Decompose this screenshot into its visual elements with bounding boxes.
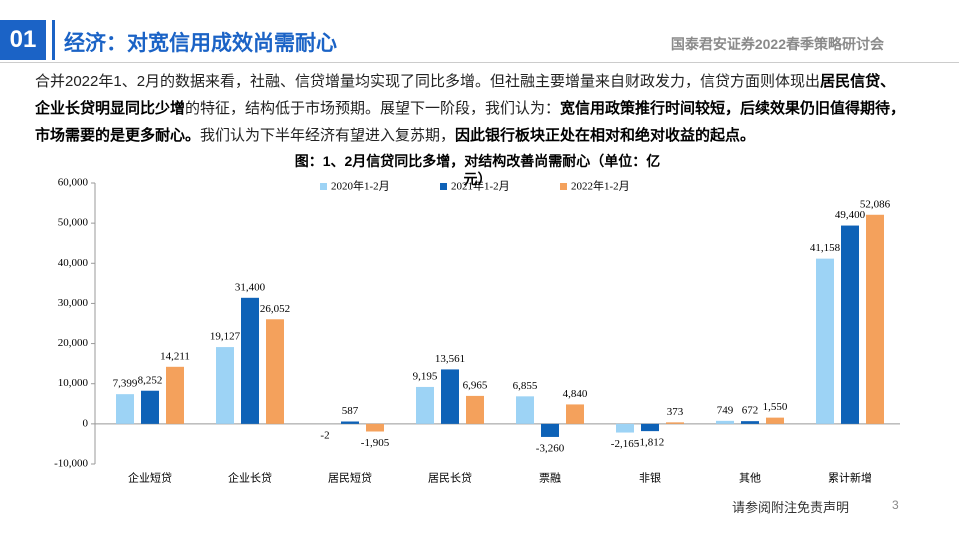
bar xyxy=(241,297,259,424)
x-tick-label: 企业长贷 xyxy=(228,471,272,485)
bar xyxy=(541,423,559,437)
value-label: 19,127 xyxy=(210,331,241,343)
bar xyxy=(216,347,234,424)
y-tick-label: 20,000 xyxy=(58,337,89,349)
y-tick-label: 10,000 xyxy=(58,377,89,389)
value-label: 9,195 xyxy=(413,370,438,382)
disclaimer: 请参阅附注免责声明 xyxy=(732,500,850,515)
bar xyxy=(641,423,659,432)
value-label: 13,561 xyxy=(435,353,465,365)
value-label: 749 xyxy=(717,404,734,416)
bar xyxy=(716,420,734,424)
bar xyxy=(116,394,134,424)
y-tick-label: 30,000 xyxy=(58,297,89,309)
bar xyxy=(666,422,684,424)
event-name: 国泰君安证券2022春季策略研讨会 xyxy=(670,36,884,52)
bar xyxy=(416,386,434,424)
value-label: 373 xyxy=(667,406,684,418)
value-label: -3,260 xyxy=(536,442,565,454)
y-tick-label: 60,000 xyxy=(58,177,89,189)
bar xyxy=(266,319,284,424)
bar xyxy=(866,214,884,424)
value-label: 8,252 xyxy=(138,374,163,386)
value-label: -2 xyxy=(320,429,329,441)
bar xyxy=(141,390,159,424)
chart-title: 图：1、2月信贷同比多增，对结构改善尚需耐心（单位：亿元） xyxy=(294,153,661,187)
value-label: 14,211 xyxy=(160,350,190,362)
page-number: 3 xyxy=(892,498,899,512)
y-tick-label: 40,000 xyxy=(58,257,89,269)
legend-label: 2022年1-2月 xyxy=(571,179,630,193)
bar xyxy=(766,417,784,424)
paragraph: 合并2022年1、2月的数据来看，社融、信贷增量均实现了同比多增。但社融主要增量… xyxy=(35,68,910,149)
paragraph-text: 因此银行板块正处在相对和绝对收益的起点。 xyxy=(455,127,756,144)
y-tick-label: 0 xyxy=(83,417,89,429)
bar xyxy=(341,421,359,424)
x-tick-label: 企业短贷 xyxy=(128,471,172,485)
paragraph-text: 宽信用政策推行时间较短，后续效果仍旧值得期待，市场需要的是更多耐心。 xyxy=(35,100,906,144)
x-tick-label: 非银 xyxy=(639,471,661,485)
x-tick-label: 累计新增 xyxy=(828,471,872,485)
bar xyxy=(741,421,759,424)
header-divider xyxy=(52,20,55,60)
legend-label: 2020年1-2月 xyxy=(331,179,390,193)
legend-label: 2021年1-2月 xyxy=(451,179,510,193)
paragraph-text: 的特征，结构低于市场预期。展望下一阶段，我们认为： xyxy=(185,100,561,117)
x-tick-label: 居民长贷 xyxy=(428,471,472,485)
value-label: -1,812 xyxy=(636,437,664,449)
x-tick-label: 居民短贷 xyxy=(328,471,372,485)
value-label: -1,905 xyxy=(361,437,390,449)
x-tick-label: 其他 xyxy=(739,472,761,485)
bar xyxy=(566,404,584,424)
legend-swatch xyxy=(560,183,567,190)
value-label: 672 xyxy=(742,405,759,417)
bar xyxy=(816,258,834,424)
value-label: 4,840 xyxy=(563,388,588,400)
value-label: 52,086 xyxy=(860,198,891,210)
y-tick-label: -10,000 xyxy=(54,458,88,470)
slide-title: 经济：对宽信用成效尚需耐心 xyxy=(64,32,337,55)
value-label: 6,855 xyxy=(513,380,538,392)
bar xyxy=(166,366,184,424)
bar xyxy=(616,423,634,433)
y-tick-label: 50,000 xyxy=(58,217,89,229)
value-label: 49,400 xyxy=(835,209,866,221)
bar xyxy=(841,225,859,424)
value-label: 41,158 xyxy=(810,242,841,254)
value-label: 587 xyxy=(342,405,359,417)
legend-swatch xyxy=(440,183,447,190)
paragraph-text: 我们认为下半年经济有望进入复苏期， xyxy=(200,127,456,144)
bar xyxy=(466,395,484,424)
paragraph-text: 居民信贷、企业长贷明显同比少增 xyxy=(35,73,896,117)
header-rule xyxy=(0,62,959,63)
value-label: 26,052 xyxy=(260,303,290,315)
bar xyxy=(441,369,459,424)
section-number: 01 xyxy=(0,20,46,60)
value-label: 6,965 xyxy=(463,379,488,391)
paragraph-text: 合并2022年1、2月的数据来看，社融、信贷增量均实现了同比多增。但社融主要增量… xyxy=(35,73,821,90)
value-label: -2,165 xyxy=(611,438,640,450)
x-tick-label: 票融 xyxy=(539,472,561,485)
bar xyxy=(516,396,534,424)
value-label: 31,400 xyxy=(235,281,266,293)
value-label: 7,399 xyxy=(113,378,138,390)
legend-swatch xyxy=(320,183,327,190)
bar xyxy=(366,423,384,432)
value-label: 1,550 xyxy=(763,401,788,413)
